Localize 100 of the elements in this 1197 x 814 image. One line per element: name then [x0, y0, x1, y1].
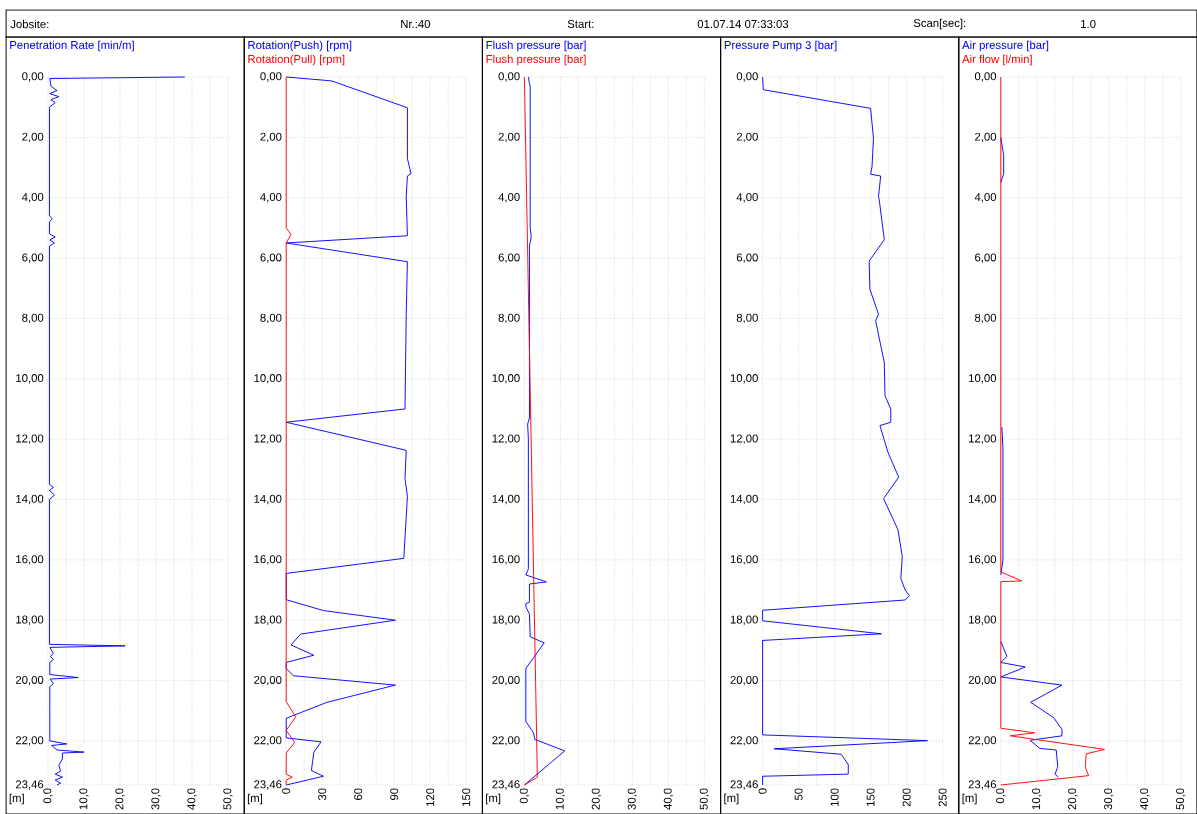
y-tick-label: 14,00 [730, 494, 758, 505]
text: 1.0 [1081, 19, 1096, 28]
x-tick-label: 0 [282, 788, 291, 794]
y-tick-label: 16,00 [254, 555, 282, 565]
x-tick-label: 120 [426, 788, 435, 806]
y-tick-label: 8,00 [22, 313, 44, 324]
text: Start: [567, 19, 594, 28]
text: Air pressure [bar] [962, 40, 1049, 52]
text: Jobsite: [10, 19, 49, 29]
y-tick-label: 8,00 [260, 313, 282, 324]
y-tick-label: 20,00 [968, 675, 997, 686]
y-axis-title: [m] [962, 793, 977, 805]
y-tick-label: 10,00 [16, 374, 44, 384]
text: Scan[sec]: [913, 18, 966, 30]
series-label: Air flow [l/min] [962, 54, 1032, 66]
y-axis-title: [m] [247, 793, 263, 805]
line-series [285, 76, 297, 786]
y-tick-label: 10,00 [969, 374, 997, 384]
x-tick-label: 10,0 [1032, 788, 1042, 810]
y-tick-label: 8,00 [974, 313, 997, 324]
y-axis-title: [m] [9, 793, 24, 805]
text: Flush pressure [bar] [486, 40, 586, 52]
y-tick-label: 0,00 [22, 72, 44, 82]
x-tick-label: 40,0 [187, 788, 197, 810]
y-tick-label: 23,46 [968, 780, 997, 790]
x-tick-label: 0,0 [43, 788, 53, 804]
y-tick-label: 12,00 [254, 434, 282, 444]
x-tick-label: 90 [390, 788, 399, 801]
y-tick-label: 4,00 [974, 193, 997, 203]
y-tick-label: 18,00 [254, 615, 282, 625]
x-tick-label: 50 [794, 788, 803, 801]
line-series [48, 76, 186, 786]
text: Pressure Pump 3 [bar] [724, 40, 837, 52]
y-tick-label: 12,00 [969, 434, 997, 444]
series-label: Flush pressure [bar] [486, 54, 586, 66]
y-tick-label: 20,00 [730, 675, 758, 686]
x-tick-label: 50,0 [699, 788, 710, 810]
text: 01.07.14 07:33:03 [697, 19, 789, 28]
text: Nr.:40 [401, 19, 431, 28]
y-tick-label: 22,00 [730, 736, 758, 746]
x-tick-label: 30,0 [1104, 788, 1114, 810]
y-axis-title: [m] [486, 793, 501, 805]
x-tick-label: 30,0 [627, 788, 638, 810]
y-tick-label: 6,00 [736, 253, 758, 263]
y-tick-label: 14,00 [492, 494, 520, 505]
x-tick-label: 40,0 [663, 788, 674, 810]
x-tick-label: 50,0 [1176, 788, 1186, 810]
y-tick-label: 10,00 [254, 374, 282, 384]
y-tick-label: 18,00 [16, 615, 44, 625]
x-tick-label: 250 [938, 788, 947, 807]
y-tick-label: 20,00 [254, 675, 282, 686]
y-tick-label: 12,00 [16, 434, 44, 444]
y-tick-label: 2,00 [260, 132, 282, 143]
x-tick-label: 30 [318, 788, 327, 801]
y-tick-label: 10,00 [492, 374, 520, 384]
y-tick-label: 0,00 [736, 72, 758, 82]
y-tick-label: 14,00 [969, 494, 997, 505]
x-tick-label: 0,0 [519, 788, 530, 804]
x-tick-label: 150 [866, 788, 875, 806]
y-tick-label: 14,00 [254, 494, 282, 505]
series-label: Rotation(Pull) [rpm] [248, 54, 345, 66]
y-axis-title: [m] [724, 793, 739, 805]
line-series [523, 76, 566, 786]
x-tick-label: 150 [462, 788, 471, 806]
x-tick-label: 40,0 [1140, 788, 1150, 810]
text: Rotation(Push) [rpm] [248, 40, 352, 52]
y-tick-label: 22,00 [968, 736, 997, 746]
y-tick-label: 6,00 [260, 253, 282, 263]
text: Penetration Rate [min/m] [10, 40, 134, 52]
y-tick-label: 0,00 [498, 72, 520, 82]
y-tick-label: 0,00 [260, 72, 282, 82]
y-tick-label: 8,00 [736, 313, 758, 324]
y-tick-label: 20,00 [15, 675, 44, 686]
y-tick-label: 4,00 [260, 193, 282, 203]
y-tick-label: 14,00 [16, 494, 44, 505]
line-series [1000, 76, 1105, 786]
x-tick-label: 10,0 [555, 788, 566, 810]
y-tick-label: 2,00 [975, 132, 997, 143]
y-tick-label: 8,00 [498, 313, 520, 324]
x-tick-label: 20,0 [1068, 788, 1078, 810]
y-tick-label: 23,46 [730, 780, 758, 790]
y-tick-label: 20,00 [492, 675, 520, 686]
y-tick-label: 12,00 [492, 434, 520, 444]
y-tick-label: 18,00 [492, 615, 520, 625]
x-tick-label: 10,0 [79, 788, 89, 810]
y-tick-label: 16,00 [16, 555, 44, 565]
y-tick-label: 2,00 [736, 132, 758, 143]
y-tick-label: 18,00 [969, 615, 997, 625]
y-tick-label: 4,00 [498, 193, 520, 203]
x-tick-label: 50,0 [223, 788, 233, 810]
y-tick-label: 6,00 [975, 253, 997, 263]
y-tick-label: 2,00 [22, 132, 44, 143]
x-tick-label: 60 [354, 788, 363, 800]
y-tick-label: 10,00 [730, 374, 758, 384]
y-tick-label: 22,00 [492, 736, 520, 746]
y-tick-label: 23,46 [254, 780, 282, 790]
x-tick-label: 0,0 [996, 788, 1006, 804]
y-tick-label: 18,00 [730, 615, 758, 625]
y-tick-label: 23,46 [492, 780, 520, 790]
y-tick-label: 16,00 [730, 555, 758, 565]
